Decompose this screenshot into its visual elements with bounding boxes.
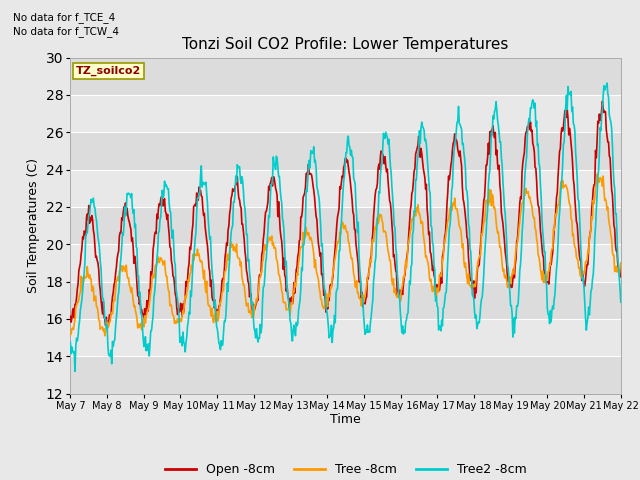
Bar <box>70 58 621 95</box>
Bar <box>70 132 621 169</box>
Legend: Open -8cm, Tree -8cm, Tree2 -8cm: Open -8cm, Tree -8cm, Tree2 -8cm <box>159 458 532 480</box>
Bar <box>70 169 621 207</box>
Text: TZ_soilco2: TZ_soilco2 <box>76 66 141 76</box>
Title: Tonzi Soil CO2 Profile: Lower Temperatures: Tonzi Soil CO2 Profile: Lower Temperatur… <box>182 37 509 52</box>
Text: No data for f_TCW_4: No data for f_TCW_4 <box>13 26 119 37</box>
X-axis label: Time: Time <box>330 413 361 426</box>
Bar <box>70 244 621 282</box>
Y-axis label: Soil Temperatures (C): Soil Temperatures (C) <box>27 158 40 293</box>
Bar <box>70 95 621 132</box>
Bar <box>70 319 621 356</box>
Bar <box>70 356 621 394</box>
Bar <box>70 207 621 244</box>
Text: No data for f_TCE_4: No data for f_TCE_4 <box>13 12 115 23</box>
Bar <box>70 282 621 319</box>
